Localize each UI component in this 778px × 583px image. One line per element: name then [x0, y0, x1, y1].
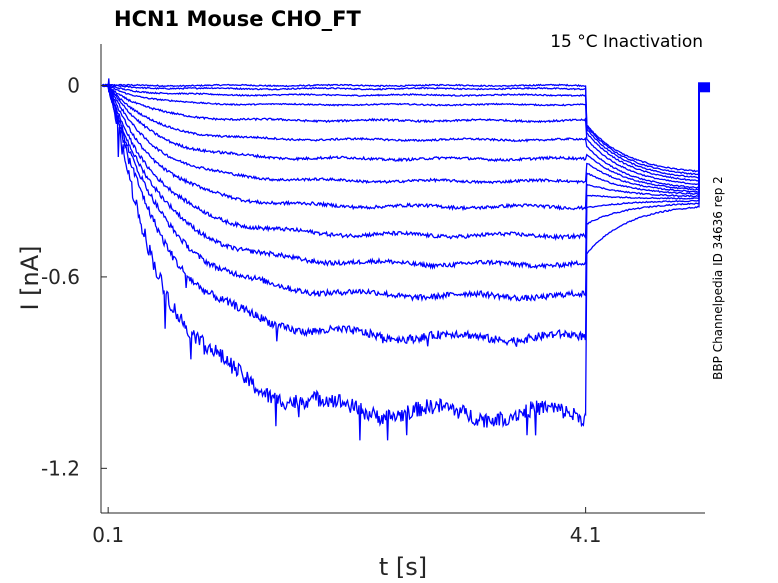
y-tick-label: 0 [67, 73, 80, 97]
ticks: 0.1 4.1 0 -0.6 -1.2 [41, 73, 602, 547]
current-trace [101, 83, 700, 212]
x-tick-label: 0.1 [92, 523, 124, 547]
chart-title: HCN1 Mouse CHO_FT [114, 7, 361, 31]
y-tick-label: -1.2 [41, 456, 80, 480]
current-trace [102, 84, 700, 347]
x-axis-label: t [s] [379, 553, 427, 581]
current-trace [101, 84, 700, 185]
axes [100, 44, 705, 514]
current-trace [101, 83, 700, 193]
current-trace [101, 83, 700, 271]
y-tick-label: -0.6 [41, 265, 80, 289]
current-trace [101, 83, 700, 175]
current-trace [101, 84, 700, 303]
current-trace [101, 82, 700, 194]
current-trace [101, 78, 700, 441]
current-trace [101, 83, 700, 188]
sweep-end-marker [698, 82, 711, 93]
current-trace [101, 83, 700, 182]
traces [101, 78, 711, 441]
current-trace [101, 83, 700, 191]
side-note: BBP Channelpedia ID 34636 rep 2 [711, 176, 725, 380]
chart-subtitle: 15 °C Inactivation [550, 32, 703, 52]
y-axis-label: I [nA] [16, 245, 44, 310]
x-tick-label: 4.1 [570, 523, 602, 547]
current-trace [101, 83, 700, 178]
current-trace [101, 84, 700, 241]
